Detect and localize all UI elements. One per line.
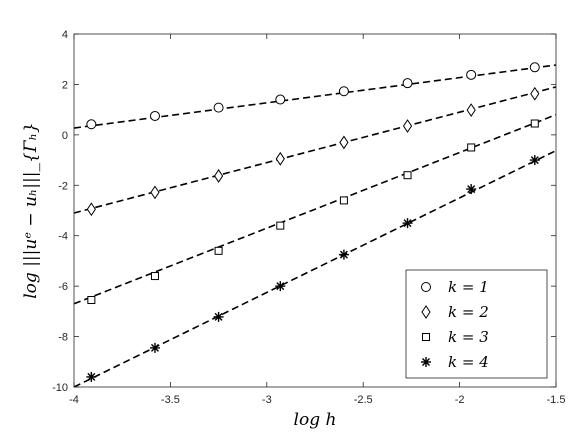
legend-entry: k = 3 bbox=[448, 328, 489, 346]
data-point bbox=[466, 184, 477, 195]
data-point bbox=[402, 119, 413, 133]
x-tick-label: -4 bbox=[69, 394, 79, 406]
data-point bbox=[150, 272, 159, 281]
x-tick-label: -2.5 bbox=[354, 394, 373, 406]
legend-marker bbox=[421, 357, 431, 367]
y-tick-label: -4 bbox=[58, 231, 68, 243]
data-point bbox=[275, 281, 286, 292]
y-tick-label: 0 bbox=[62, 130, 68, 142]
data-point bbox=[338, 86, 349, 97]
data-point bbox=[276, 221, 285, 230]
y-tick-label: -8 bbox=[58, 332, 68, 344]
legend-entry: k = 1 bbox=[448, 278, 489, 296]
data-point bbox=[530, 86, 540, 101]
data-point bbox=[86, 202, 96, 217]
data-point bbox=[467, 143, 476, 152]
legend-entry: k = 2 bbox=[448, 303, 489, 321]
data-point bbox=[213, 102, 224, 113]
data-point bbox=[338, 249, 349, 260]
x-tick-label: -2 bbox=[455, 394, 465, 406]
data-point bbox=[402, 78, 413, 89]
fit-line bbox=[73, 64, 557, 129]
fit-line bbox=[73, 113, 557, 305]
data-point bbox=[149, 342, 160, 353]
data-point bbox=[86, 119, 97, 130]
fit-line bbox=[73, 86, 557, 214]
y-tick-label: -2 bbox=[58, 180, 68, 192]
y-tick-label: 4 bbox=[62, 29, 68, 41]
x-axis-label: log h bbox=[294, 410, 337, 430]
data-point bbox=[149, 110, 160, 121]
data-point bbox=[403, 171, 412, 180]
legend-marker bbox=[421, 305, 431, 319]
data-point bbox=[213, 311, 224, 322]
legend-marker bbox=[422, 333, 430, 341]
y-tick-label: -10 bbox=[52, 382, 68, 394]
data-point bbox=[339, 135, 349, 150]
data-point bbox=[466, 69, 477, 80]
data-point bbox=[150, 185, 160, 200]
data-point bbox=[87, 296, 96, 305]
data-point bbox=[213, 169, 224, 183]
data-point bbox=[529, 155, 540, 166]
y-tick-label: 2 bbox=[62, 79, 68, 91]
y-axis-ticks: -10 -8 -6 -4 -2 0 2 4 bbox=[52, 29, 556, 394]
data-point bbox=[275, 151, 285, 166]
data-point bbox=[339, 196, 348, 205]
x-tick-label: -3 bbox=[262, 394, 272, 406]
legend-entry: k = 4 bbox=[448, 353, 489, 371]
data-point bbox=[402, 218, 413, 229]
data-point bbox=[86, 371, 97, 382]
data-markers bbox=[86, 62, 540, 382]
x-tick-label: -1.5 bbox=[547, 394, 566, 406]
x-tick-label: -3.5 bbox=[161, 394, 180, 406]
data-point bbox=[214, 246, 223, 255]
y-tick-label: -6 bbox=[58, 281, 68, 293]
data-point bbox=[529, 62, 540, 73]
x-axis-ticks: -4 -3.5 -3 -2.5 -2 -1.5 bbox=[69, 34, 565, 406]
data-point bbox=[275, 94, 286, 105]
axes-frame bbox=[73, 33, 557, 388]
data-point bbox=[530, 119, 539, 128]
legend-marker bbox=[421, 282, 431, 292]
legend: k = 1 k = 2 k = 3 k = 4 bbox=[405, 269, 548, 379]
data-point bbox=[466, 103, 476, 118]
y-axis-label: log |||uᵉ − uₕ|||_{Γₕ} bbox=[21, 122, 41, 299]
